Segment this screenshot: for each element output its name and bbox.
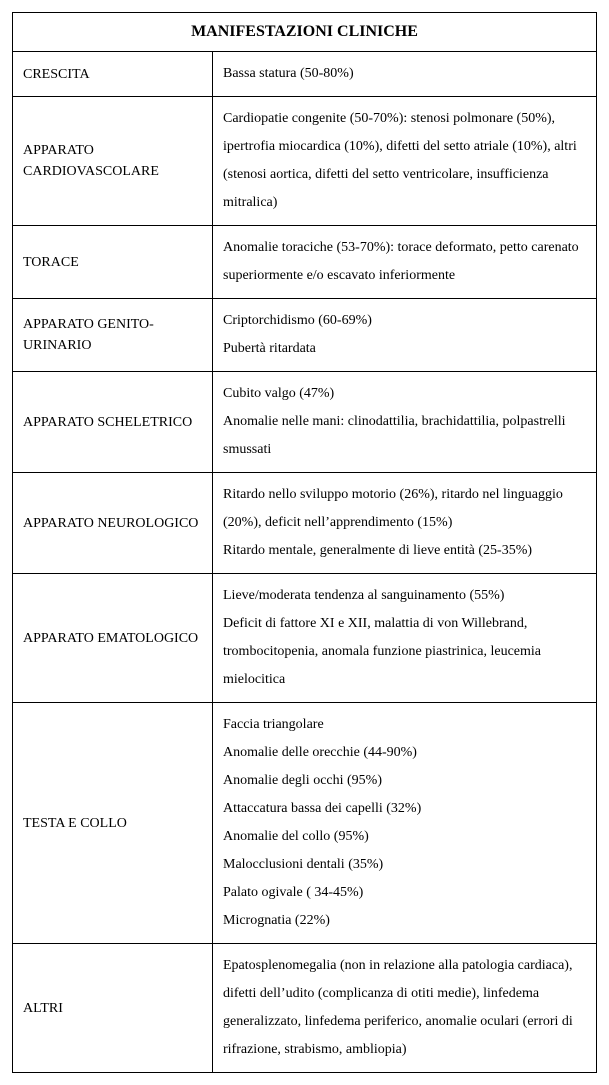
description-cell: Cubito valgo (47%)Anomalie nelle mani: c… xyxy=(213,372,597,473)
table-header: MANIFESTAZIONI CLINICHE xyxy=(13,13,597,52)
table-row: APPARATO GENITO-URINARIOCriptorchidismo … xyxy=(13,299,597,372)
category-cell: APPARATO CARDIOVASCOLARE xyxy=(13,97,213,226)
table-row: APPARATO EMATOLOGICOLieve/moderata tende… xyxy=(13,574,597,703)
description-cell: Criptorchidismo (60-69%)Pubertà ritardat… xyxy=(213,299,597,372)
category-cell: APPARATO EMATOLOGICO xyxy=(13,574,213,703)
table-row: APPARATO CARDIOVASCOLARECardiopatie cong… xyxy=(13,97,597,226)
clinical-manifestations-table: MANIFESTAZIONI CLINICHE CRESCITABassa st… xyxy=(12,12,597,1073)
category-cell: TORACE xyxy=(13,226,213,299)
description-cell: Cardiopatie congenite (50-70%): stenosi … xyxy=(213,97,597,226)
category-cell: ALTRI xyxy=(13,944,213,1073)
category-cell: APPARATO GENITO-URINARIO xyxy=(13,299,213,372)
category-cell: TESTA E COLLO xyxy=(13,703,213,944)
description-cell: Faccia triangolareAnomalie delle orecchi… xyxy=(213,703,597,944)
description-cell: Epatosplenomegalia (non in relazione all… xyxy=(213,944,597,1073)
table-row: ALTRIEpatosplenomegalia (non in relazion… xyxy=(13,944,597,1073)
description-cell: Bassa statura (50-80%) xyxy=(213,52,597,97)
table-row: CRESCITABassa statura (50-80%) xyxy=(13,52,597,97)
table-row: TESTA E COLLOFaccia triangolareAnomalie … xyxy=(13,703,597,944)
table-row: TORACEAnomalie toraciche (53-70%): torac… xyxy=(13,226,597,299)
table-row: APPARATO SCHELETRICOCubito valgo (47%)An… xyxy=(13,372,597,473)
category-cell: APPARATO NEUROLOGICO xyxy=(13,473,213,574)
description-cell: Lieve/moderata tendenza al sanguinamento… xyxy=(213,574,597,703)
description-cell: Ritardo nello sviluppo motorio (26%), ri… xyxy=(213,473,597,574)
description-cell: Anomalie toraciche (53-70%): torace defo… xyxy=(213,226,597,299)
table-row: APPARATO NEUROLOGICORitardo nello svilup… xyxy=(13,473,597,574)
category-cell: APPARATO SCHELETRICO xyxy=(13,372,213,473)
table-body: CRESCITABassa statura (50-80%)APPARATO C… xyxy=(13,52,597,1073)
category-cell: CRESCITA xyxy=(13,52,213,97)
